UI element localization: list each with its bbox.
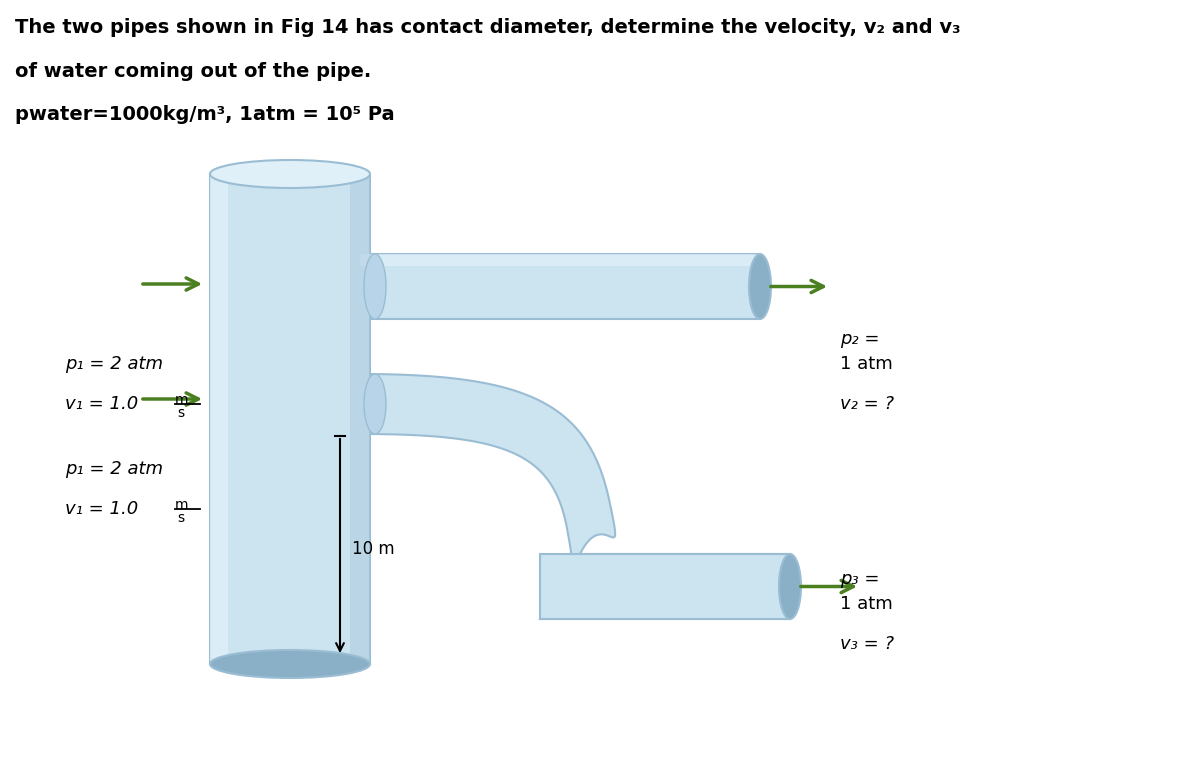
Text: m: m xyxy=(175,393,188,407)
Text: 10 m: 10 m xyxy=(352,540,394,558)
Bar xyxy=(360,254,760,266)
Text: s: s xyxy=(176,511,185,525)
Ellipse shape xyxy=(210,160,369,188)
Text: v₃ = ?: v₃ = ? xyxy=(839,635,894,653)
Ellipse shape xyxy=(210,650,369,678)
Text: pwater=1000kg/m³, 1atm = 10⁵ Pa: pwater=1000kg/m³, 1atm = 10⁵ Pa xyxy=(15,105,394,124)
Ellipse shape xyxy=(749,254,771,319)
Text: The two pipes shown in Fig 14 has contact diameter, determine the velocity, v₂ a: The two pipes shown in Fig 14 has contac… xyxy=(15,18,960,37)
Polygon shape xyxy=(360,374,790,619)
Bar xyxy=(360,254,760,319)
Text: v₂ = ?: v₂ = ? xyxy=(839,395,894,413)
Bar xyxy=(210,174,369,664)
Text: p₃ =: p₃ = xyxy=(839,570,880,588)
Text: of water coming out of the pipe.: of water coming out of the pipe. xyxy=(15,62,372,81)
Text: v₁ = 1.0: v₁ = 1.0 xyxy=(65,395,139,413)
Bar xyxy=(210,174,229,664)
Bar xyxy=(540,554,790,619)
Ellipse shape xyxy=(363,374,386,434)
Text: p₁ = 2 atm: p₁ = 2 atm xyxy=(65,460,163,478)
Text: 1 atm: 1 atm xyxy=(839,595,893,613)
Ellipse shape xyxy=(779,554,802,619)
Text: m: m xyxy=(175,498,188,512)
Text: v₁ = 1.0: v₁ = 1.0 xyxy=(65,500,139,518)
Text: p₁ = 2 atm: p₁ = 2 atm xyxy=(65,355,163,373)
Bar xyxy=(350,174,369,664)
Text: 1 atm: 1 atm xyxy=(839,355,893,373)
Text: s: s xyxy=(176,406,185,420)
Ellipse shape xyxy=(363,254,386,319)
Text: p₂ =: p₂ = xyxy=(839,330,880,348)
